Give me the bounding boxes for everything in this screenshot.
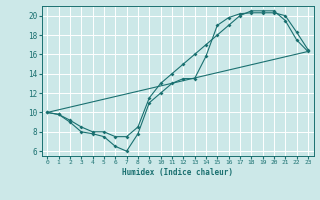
X-axis label: Humidex (Indice chaleur): Humidex (Indice chaleur)	[122, 168, 233, 177]
